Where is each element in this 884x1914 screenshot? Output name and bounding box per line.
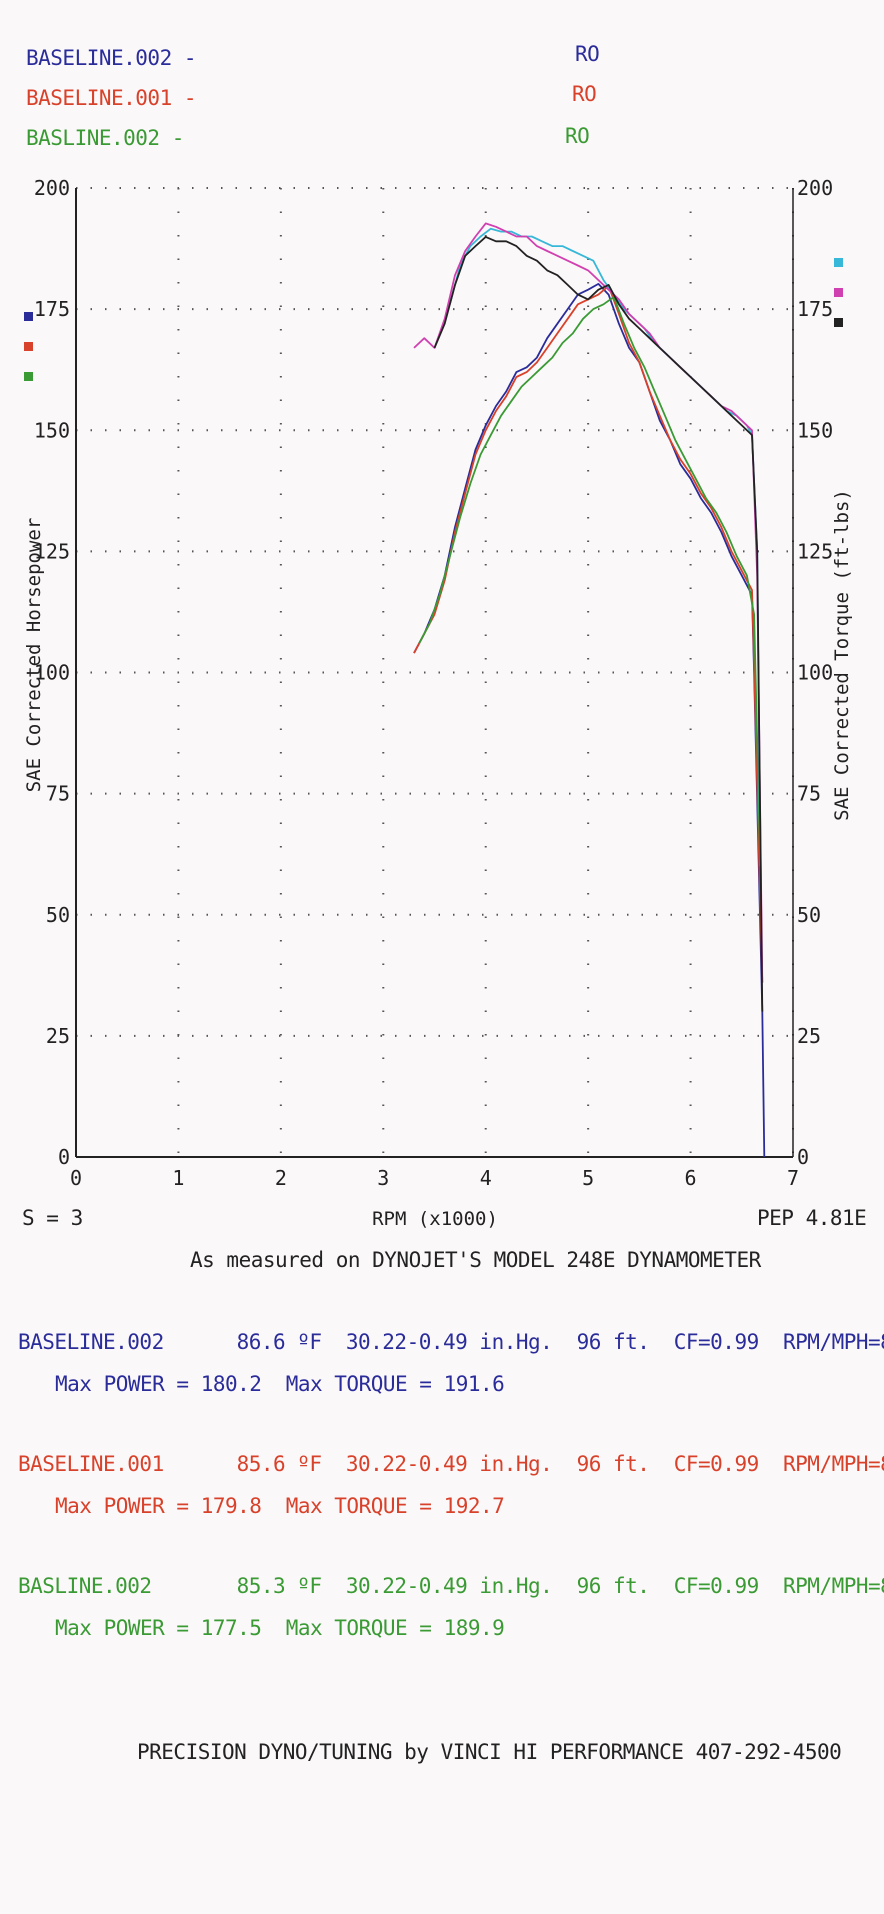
y-tick-label: 0 bbox=[58, 1145, 70, 1169]
y2-tick-label: 50 bbox=[797, 903, 821, 927]
hp-marker-1 bbox=[24, 312, 33, 321]
y2-tick-label: 125 bbox=[797, 539, 833, 563]
x-tick-label: 4 bbox=[480, 1166, 492, 1190]
y-tick-label: 75 bbox=[46, 782, 70, 806]
series-lines bbox=[413, 222, 766, 1158]
x-tick-label: 2 bbox=[275, 1166, 287, 1190]
grid bbox=[76, 187, 794, 1157]
run-3-conditions: BASLINE.002 85.3 ºF 30.22-0.49 in.Hg. 96… bbox=[18, 1574, 884, 1598]
y-tick-label: 100 bbox=[34, 661, 70, 685]
dyno-model-note: As measured on DYNOJET'S MODEL 248E DYNA… bbox=[190, 1248, 761, 1272]
y-tick-label: 200 bbox=[34, 176, 70, 200]
x-tick-label: 1 bbox=[172, 1166, 184, 1190]
y2-tick-label: 75 bbox=[797, 782, 821, 806]
y-tick-label: 175 bbox=[34, 297, 70, 321]
torque-marker-1 bbox=[834, 258, 843, 267]
smoothing-label: S = 3 bbox=[22, 1206, 83, 1230]
legend-tag-2: RO bbox=[572, 82, 597, 106]
torque-marker-2 bbox=[834, 288, 843, 297]
legend-tag-3: RO bbox=[565, 124, 590, 148]
x-axis-label: RPM (x1000) bbox=[372, 1208, 498, 1230]
run-2-conditions: BASELINE.001 85.6 ºF 30.22-0.49 in.Hg. 9… bbox=[18, 1452, 884, 1476]
y2-tick-label: 25 bbox=[797, 1024, 821, 1048]
y2-tick-label: 200 bbox=[797, 176, 833, 200]
y2-tick-label: 0 bbox=[797, 1145, 809, 1169]
run-1-max: Max POWER = 180.2 Max TORQUE = 191.6 bbox=[55, 1372, 505, 1396]
legend-name-1: BASELINE.002 - bbox=[26, 46, 197, 70]
run-1-conditions: BASELINE.002 86.6 ºF 30.22-0.49 in.Hg. 9… bbox=[18, 1330, 884, 1354]
y2-tick-label: 150 bbox=[797, 418, 833, 442]
y2-tick-label: 100 bbox=[797, 661, 833, 685]
series-line-power-3 bbox=[418, 296, 762, 867]
x-tick-label: 3 bbox=[377, 1166, 389, 1190]
series-line-power-1 bbox=[413, 282, 766, 1158]
hp-marker-2 bbox=[24, 342, 33, 351]
y-tick-label: 125 bbox=[34, 539, 70, 563]
x-tick-label: 7 bbox=[787, 1166, 799, 1190]
torque-marker-3 bbox=[834, 318, 843, 327]
y-axis-label: SAE Corrected Horsepower bbox=[23, 518, 45, 793]
x-tick-label: 5 bbox=[582, 1166, 594, 1190]
x-tick-label: 0 bbox=[70, 1166, 82, 1190]
y-tick-label: 150 bbox=[34, 418, 70, 442]
version-label: PEP 4.81E bbox=[757, 1206, 867, 1230]
y2-tick-label: 175 bbox=[797, 297, 833, 321]
series-line-torque-4 bbox=[449, 227, 762, 867]
legend-name-2: BASELINE.001 - bbox=[26, 86, 197, 110]
series-line-power-2 bbox=[413, 284, 764, 983]
y-tick-label: 25 bbox=[46, 1024, 70, 1048]
run-2-max: Max POWER = 179.8 Max TORQUE = 192.7 bbox=[55, 1494, 505, 1518]
series-line-torque-6 bbox=[433, 235, 764, 1012]
shop-credit: PRECISION DYNO/TUNING by VINCI HI PERFOR… bbox=[137, 1740, 842, 1764]
x-tick-label: 6 bbox=[685, 1166, 697, 1190]
axes bbox=[75, 188, 794, 1158]
legend-name-3: BASLINE.002 - bbox=[26, 126, 184, 150]
run-3-max: Max POWER = 177.5 Max TORQUE = 189.9 bbox=[55, 1616, 505, 1640]
legend-tag-1: RO bbox=[575, 42, 600, 66]
series-line-torque-5 bbox=[413, 222, 764, 983]
y2-axis-label: SAE Corrected Torque (ft-lbs) bbox=[831, 489, 853, 821]
y-tick-label: 50 bbox=[46, 903, 70, 927]
hp-marker-3 bbox=[24, 372, 33, 381]
